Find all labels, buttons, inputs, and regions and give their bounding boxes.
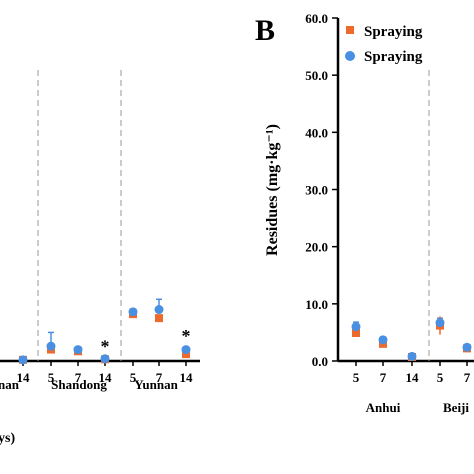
panel-b-x-tick-label: 5 [353,370,360,385]
group-label-shandong: Shandong [51,377,107,392]
panel-b-x-tick-label: 7 [464,370,471,385]
panel-b: B 0.0 10.0 20.0 30.0 40.0 50.0 60.0 5 7 14 5 7 Res… [255,11,474,415]
legend-entry-1: Spraying [364,24,423,40]
panel-a: 14 5 7 14 5 7 14 * * nan Shandong Yunnan ys) [0,70,200,446]
panel-b-x-tick-label: 7 [380,370,387,385]
y-axis-label: Residues (mg·kg⁻¹) [264,124,281,256]
a-point-blue-yunnan-5 [128,307,138,317]
b-point-orange-anhui-5 [352,328,360,337]
group-label-beiji: Beiji [443,400,469,415]
group-label-nan: nan [0,377,20,392]
panel-b-letter: B [255,14,275,47]
panel-a-x-tick-label: 14 [180,370,194,385]
panel-a-x-tick-label: 14 [99,370,113,385]
a-point-blue-shandong-5 [46,341,56,351]
panel-b-x-tick-label: 14 [406,370,420,385]
x-axis-label-fragment: ys) [0,431,15,446]
a-point-blue-nan-14 [18,355,28,365]
panel-a-x-tick-label: 5 [48,370,55,385]
legend-swatch-blue-circle [345,51,355,61]
legend-swatch-orange-square [346,26,354,34]
panel-b-y-tick-label: 40.0 [305,125,328,140]
panel-b-y-tick-label: 10.0 [305,297,328,312]
significance-marker: * [101,337,110,357]
a-point-blue-shandong-14 [100,354,110,364]
a-point-blue-yunnan-14 [181,345,191,355]
panel-b-x-tick-label: 5 [437,370,444,385]
b-point-blue-anhui-5 [351,322,361,332]
panel-b-y-tick-label: 0.0 [312,354,328,369]
panel-a-x-tick-label: 14 [17,370,31,385]
b-point-blue-anhui-7 [378,335,388,345]
a-point-blue-shandong-7 [73,345,83,355]
group-label-anhui: Anhui [366,400,401,415]
panel-a-x-tick-label: 7 [156,370,163,385]
panel-b-y-tick-label: 30.0 [305,183,328,198]
panel-a-x-tick-label: 7 [75,370,82,385]
group-label-yunnan: Yunnan [134,377,178,392]
a-point-orange-yunnan-14 [182,350,190,359]
panel-b-y-tick-label: 20.0 [305,240,328,255]
panel-b-y-tick-label: 60.0 [305,11,328,26]
b-point-blue-beiji-5 [435,318,445,328]
b-point-blue-anhui-14 [407,351,417,361]
b-point-blue-beiji-7 [462,342,472,352]
a-point-blue-yunnan-7 [154,305,164,315]
significance-marker: * [182,326,191,346]
panel-b-y-tick-label: 50.0 [305,68,328,83]
a-point-orange-yunnan-7 [155,314,163,323]
legend-entry-2: Spraying [364,49,423,65]
panel-a-x-tick-label: 5 [130,370,137,385]
